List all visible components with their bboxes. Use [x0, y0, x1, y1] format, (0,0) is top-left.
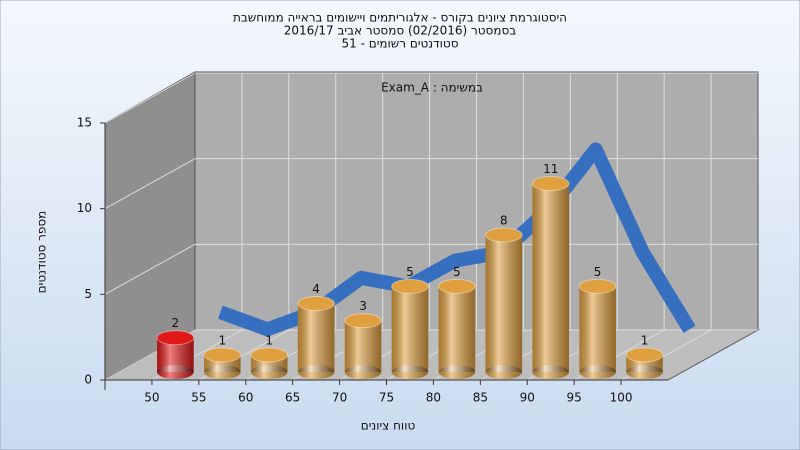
- bar-top: [484, 227, 523, 243]
- bar: [297, 295, 335, 379]
- chart-title: היסטוגרמת ציונים בקורס - אלגוריתמים וייש…: [233, 11, 567, 25]
- bar-body-shade: [344, 320, 382, 372]
- bar-body-shade: [485, 234, 523, 372]
- bar-top: [578, 278, 617, 294]
- annotation: במשימה : Exam_A: [381, 81, 483, 95]
- value-label: 1: [265, 333, 273, 347]
- bar: [156, 330, 195, 379]
- bar-top: [391, 278, 429, 294]
- value-label: 2: [172, 316, 180, 330]
- bar-body-shade: [532, 183, 570, 372]
- value-label: 1: [641, 333, 649, 347]
- x-tick-label: 75: [379, 391, 394, 405]
- chart-title: בסמסטר (02/2016) סמסטר אביב 2016/17: [284, 24, 516, 38]
- bar: [250, 347, 289, 379]
- grid-line: [104, 72, 196, 124]
- bar-body-shade: [438, 286, 476, 372]
- bar-top: [203, 347, 242, 363]
- x-tick-label: 55: [191, 391, 206, 405]
- bar-top: [297, 295, 335, 311]
- x-tick-label: 90: [520, 391, 535, 405]
- grid: [104, 72, 758, 381]
- bar-top: [531, 176, 570, 192]
- bar: [203, 347, 242, 379]
- value-label: 3: [359, 299, 367, 313]
- x-axis-title: טווח ציונים: [361, 419, 416, 433]
- bar-top: [438, 278, 476, 294]
- chart-title: סטודנטים רשומים - 51: [341, 37, 458, 51]
- value-label: 11: [543, 162, 558, 176]
- grid-line: [104, 158, 196, 210]
- bar: [578, 278, 617, 379]
- value-label: 5: [453, 265, 461, 279]
- x-tick-label: 70: [332, 391, 347, 405]
- x-tick-label: 85: [473, 391, 488, 405]
- y-tick-label: 10: [77, 201, 92, 215]
- bar: [344, 313, 382, 379]
- value-label: 4: [312, 282, 320, 296]
- x-tick-label: 65: [285, 391, 300, 405]
- bar-top: [250, 347, 289, 363]
- value-label: 5: [594, 265, 602, 279]
- x-tick-label: 95: [567, 391, 582, 405]
- y-tick-label: 0: [84, 373, 92, 387]
- value-label: 8: [500, 213, 508, 227]
- x-tick-label: 50: [144, 391, 159, 405]
- bar: [438, 278, 476, 379]
- bar-top: [625, 347, 664, 363]
- x-tick-label: 100: [610, 391, 633, 405]
- bar: [531, 176, 570, 379]
- grid-line: [104, 243, 196, 295]
- bar: [484, 227, 523, 379]
- bar-top: [156, 330, 195, 346]
- bar-body-shade: [391, 286, 429, 372]
- bar-body-shade: [579, 286, 616, 372]
- bar-body-shade: [297, 303, 335, 372]
- bar: [391, 278, 429, 379]
- value-label: 1: [218, 333, 226, 347]
- y-tick-label: 5: [84, 287, 92, 301]
- bar-top: [344, 313, 382, 329]
- x-tick-label: 80: [426, 391, 441, 405]
- y-axis-title: מספר סטודנטים: [35, 211, 49, 294]
- x-tick-label: 60: [238, 391, 253, 405]
- y-tick-label: 15: [77, 116, 92, 130]
- bar: [625, 347, 664, 379]
- value-label: 5: [406, 265, 414, 279]
